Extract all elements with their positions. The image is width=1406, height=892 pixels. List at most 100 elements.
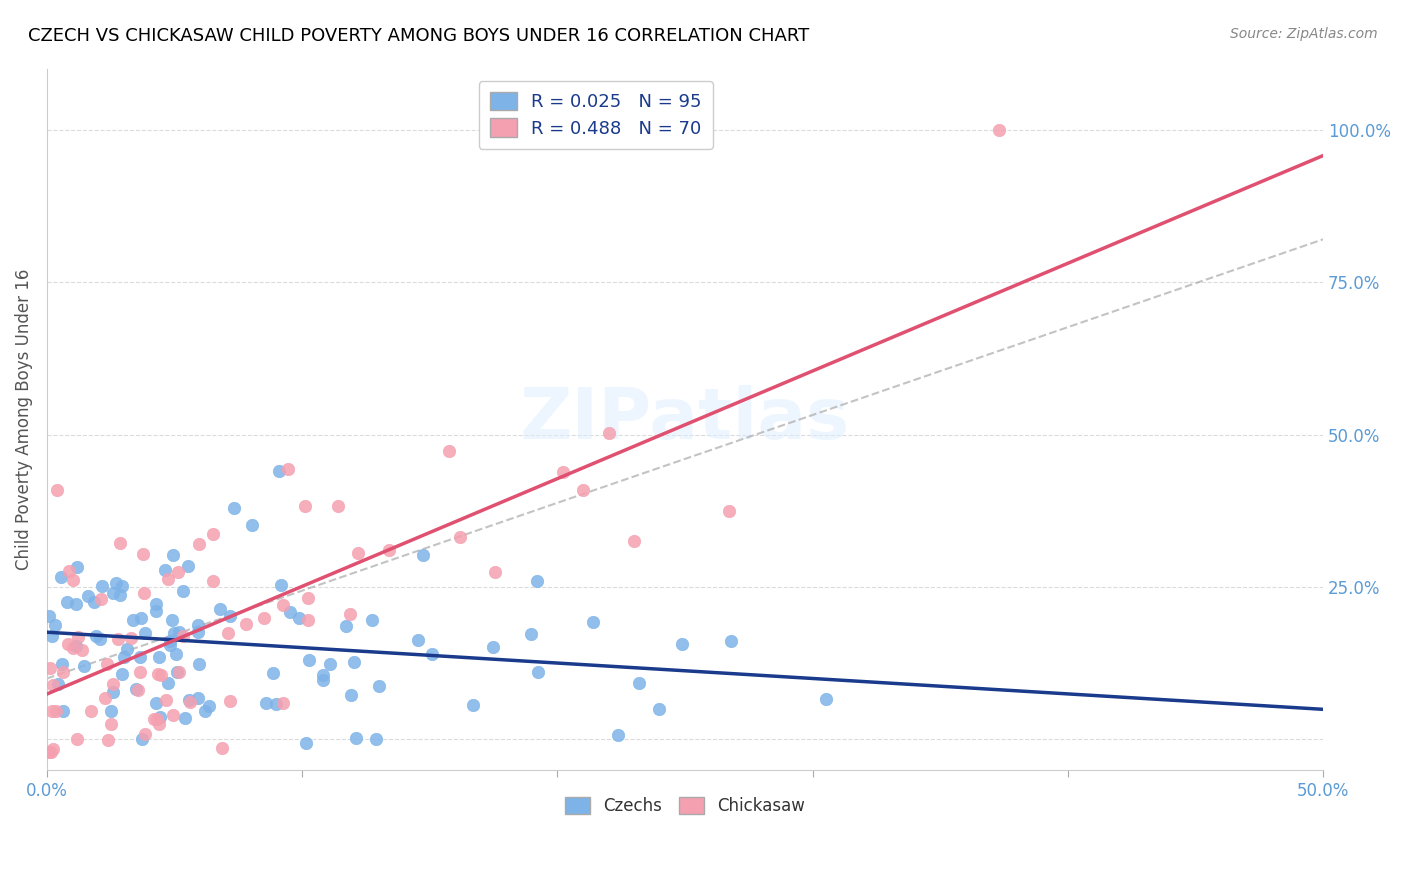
Point	[408, 633, 430, 648]
Point	[461, 698, 484, 713]
Point	[146, 712, 169, 726]
Point	[165, 648, 187, 662]
Point	[412, 549, 434, 563]
Point	[52, 704, 75, 718]
Point	[177, 559, 200, 574]
Point	[131, 611, 153, 625]
Point	[90, 592, 112, 607]
Point	[177, 693, 200, 707]
Point	[84, 628, 107, 642]
Point	[294, 499, 316, 513]
Point	[267, 464, 290, 478]
Point	[378, 543, 401, 558]
Point	[344, 731, 367, 745]
Point	[129, 649, 152, 664]
Point	[252, 611, 274, 625]
Point	[343, 655, 366, 669]
Point	[187, 617, 209, 632]
Legend: Czechs, Chickasaw: Czechs, Chickasaw	[555, 787, 815, 825]
Point	[219, 608, 242, 623]
Point	[607, 728, 630, 742]
Point	[254, 696, 277, 710]
Point	[202, 574, 225, 589]
Point	[73, 659, 96, 673]
Point	[155, 693, 177, 707]
Point	[101, 684, 124, 698]
Point	[58, 564, 80, 578]
Point	[51, 657, 73, 672]
Point	[169, 624, 191, 639]
Point	[173, 711, 195, 725]
Point	[295, 736, 318, 750]
Point	[100, 704, 122, 718]
Point	[449, 530, 471, 544]
Point	[437, 444, 460, 458]
Point	[266, 697, 288, 711]
Point	[108, 588, 131, 602]
Point	[55, 595, 77, 609]
Point	[108, 535, 131, 549]
Point	[42, 678, 65, 692]
Point	[52, 665, 75, 680]
Point	[131, 732, 153, 747]
Point	[623, 534, 645, 549]
Point	[45, 705, 67, 719]
Point	[187, 624, 209, 639]
Point	[198, 698, 221, 713]
Point	[172, 629, 194, 643]
Point	[39, 745, 62, 759]
Point	[149, 710, 172, 724]
Point	[288, 611, 311, 625]
Point	[145, 604, 167, 618]
Y-axis label: Child Poverty Among Boys Under 16: Child Poverty Among Boys Under 16	[15, 268, 32, 570]
Point	[339, 607, 361, 621]
Point	[134, 626, 156, 640]
Point	[572, 483, 595, 497]
Point	[146, 667, 169, 681]
Point	[46, 483, 69, 497]
Point	[364, 732, 387, 747]
Point	[519, 626, 541, 640]
Point	[62, 640, 84, 655]
Point	[481, 640, 503, 654]
Point	[526, 574, 548, 589]
Point	[235, 617, 257, 632]
Point	[162, 548, 184, 562]
Point	[720, 634, 742, 648]
Point	[67, 630, 90, 644]
Point	[240, 518, 263, 533]
Point	[312, 673, 335, 688]
Point	[172, 583, 194, 598]
Point	[628, 675, 651, 690]
Point	[179, 695, 201, 709]
Point	[277, 462, 299, 476]
Point	[41, 628, 63, 642]
Point	[551, 465, 574, 479]
Point	[598, 425, 620, 440]
Point	[65, 597, 87, 611]
Point	[326, 499, 349, 513]
Point	[58, 637, 80, 651]
Point	[270, 578, 292, 592]
Point	[278, 605, 301, 619]
Text: Source: ZipAtlas.com: Source: ZipAtlas.com	[1230, 27, 1378, 41]
Point	[159, 638, 181, 652]
Point	[484, 565, 506, 579]
Point	[194, 704, 217, 718]
Point	[262, 665, 284, 680]
Point	[129, 665, 152, 679]
Point	[90, 578, 112, 592]
Point	[89, 632, 111, 647]
Point	[159, 633, 181, 648]
Point	[94, 691, 117, 706]
Point	[97, 732, 120, 747]
Point	[209, 602, 232, 616]
Point	[145, 696, 167, 710]
Point	[163, 626, 186, 640]
Point	[125, 681, 148, 696]
Point	[166, 665, 188, 680]
Point	[335, 619, 357, 633]
Point	[132, 548, 155, 562]
Point	[105, 576, 128, 591]
Point	[96, 657, 118, 671]
